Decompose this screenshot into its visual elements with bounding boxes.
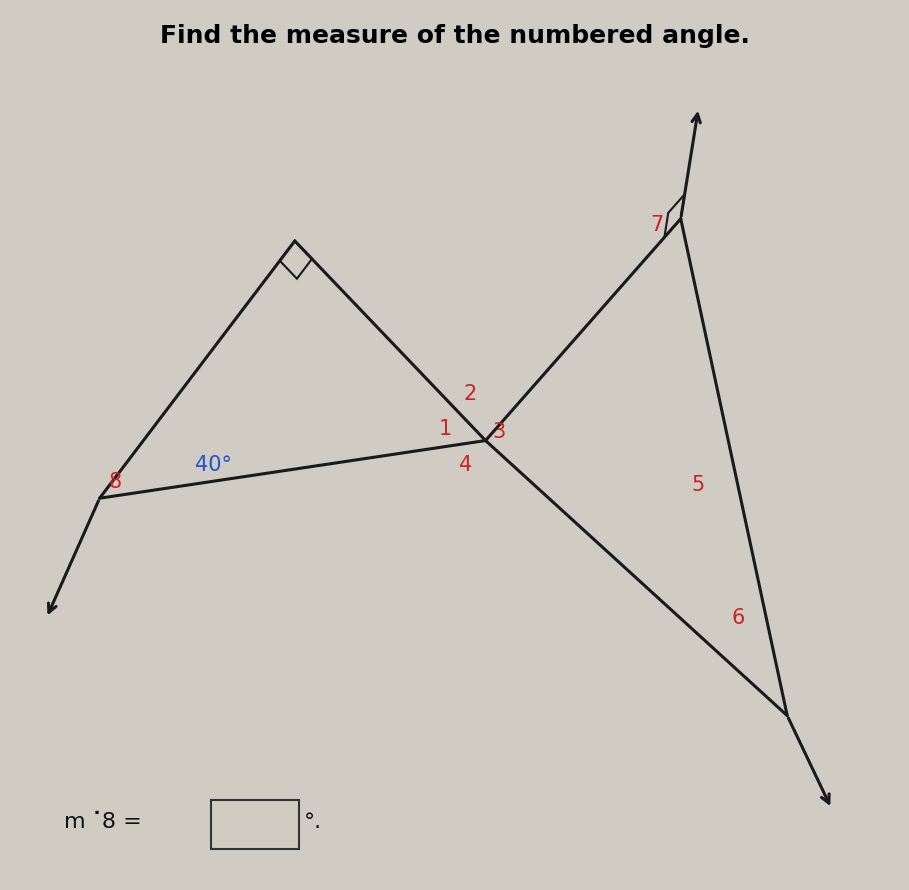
Text: 7: 7 (650, 215, 664, 235)
Text: 3: 3 (493, 422, 505, 441)
Text: 2: 2 (464, 384, 477, 403)
Text: m⠈8 =: m⠈8 = (65, 812, 149, 832)
Text: 5: 5 (692, 475, 705, 495)
Text: 6: 6 (732, 608, 745, 628)
FancyBboxPatch shape (211, 800, 299, 849)
Text: Find the measure of the numbered angle.: Find the measure of the numbered angle. (160, 23, 749, 47)
Text: 8: 8 (109, 473, 122, 492)
Text: 40°: 40° (195, 455, 232, 474)
Text: 4: 4 (458, 455, 472, 474)
Text: 1: 1 (439, 419, 453, 439)
Text: °.: °. (304, 812, 322, 832)
